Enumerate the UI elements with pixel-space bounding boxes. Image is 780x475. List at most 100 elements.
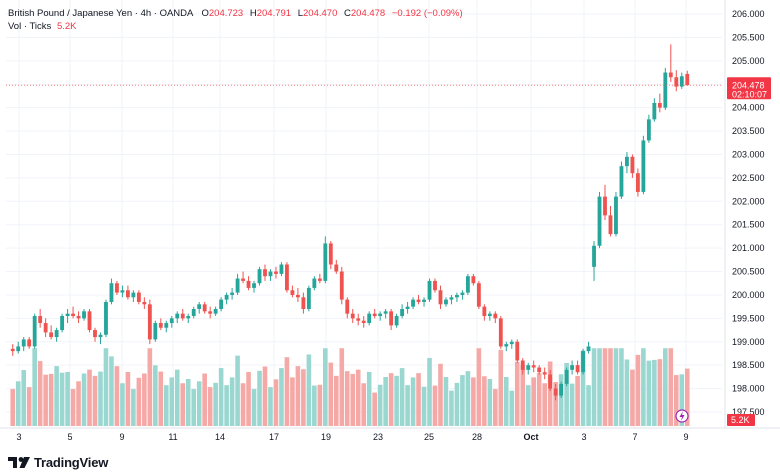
candle-body xyxy=(685,73,690,86)
time-axis-label: 5 xyxy=(67,432,72,442)
candle-body xyxy=(433,280,437,291)
candle-body xyxy=(641,140,646,192)
volume-bar xyxy=(471,377,476,426)
candle-body xyxy=(153,323,158,340)
volume-bar xyxy=(399,368,405,426)
volume-bar xyxy=(410,377,416,426)
volume-bar xyxy=(290,377,295,426)
volume-bar xyxy=(103,348,109,426)
candle-body xyxy=(614,196,618,235)
volume-bar xyxy=(580,350,586,426)
candle-body xyxy=(213,308,218,314)
candle-body xyxy=(246,280,251,288)
candle-body xyxy=(328,243,333,265)
volume-bar xyxy=(624,359,630,426)
volume-bar xyxy=(229,377,235,426)
tradingview-logo[interactable]: TradingView xyxy=(8,455,108,470)
time-axis-label: 14 xyxy=(215,432,225,442)
candle-body xyxy=(438,290,443,305)
volume-bar xyxy=(142,373,147,426)
time-axis-label: 23 xyxy=(373,432,383,442)
volume-bar xyxy=(163,385,169,426)
candle-body xyxy=(553,388,558,396)
legend-close-value: 204.478 xyxy=(350,8,386,19)
volume-bar xyxy=(377,384,383,426)
candle-body xyxy=(186,316,191,319)
volume-bar xyxy=(619,348,624,426)
price-axis-label: 198.500 xyxy=(732,360,765,370)
volume-bar xyxy=(350,373,356,426)
volume-bar xyxy=(240,383,246,426)
volume-badge xyxy=(727,414,755,426)
candle-body xyxy=(498,318,503,347)
tradingview-logo-icon xyxy=(8,457,30,468)
candle-body xyxy=(274,271,278,274)
candle-body xyxy=(460,292,465,295)
legend-low-value: 204.470 xyxy=(303,8,338,19)
candle-body xyxy=(82,311,86,319)
volume-bar xyxy=(482,376,487,426)
volume-bar xyxy=(43,374,48,426)
candle-body xyxy=(465,276,470,293)
candle-body xyxy=(674,77,679,87)
volume-bar xyxy=(301,369,306,426)
legend-ohlc-row: British Pound / Japanese Yen · 4h · OAND… xyxy=(8,7,463,20)
candle-body xyxy=(180,313,185,319)
price-axis-label: 205.000 xyxy=(732,56,765,66)
candle-body xyxy=(378,313,383,317)
candle-body xyxy=(27,339,32,347)
candle-body xyxy=(471,276,476,284)
price-axis-label: 202.500 xyxy=(732,173,765,183)
lightning-icon[interactable] xyxy=(675,409,689,423)
candle-body xyxy=(350,313,355,319)
volume-bar xyxy=(383,377,388,426)
volume-bar xyxy=(673,375,679,426)
candle-body xyxy=(142,301,147,305)
time-axis-label: 9 xyxy=(683,432,688,442)
volume-bar xyxy=(443,377,449,426)
volume-bar xyxy=(284,357,290,426)
volume-bar xyxy=(432,385,438,426)
candle-body xyxy=(476,283,481,307)
volume-bar xyxy=(257,370,262,426)
volume-bar xyxy=(657,359,663,426)
candle-body xyxy=(98,334,103,338)
candle-body xyxy=(295,294,300,298)
volume-bar xyxy=(153,365,158,426)
volume-bar xyxy=(48,373,54,426)
price-axis-label: 205.500 xyxy=(732,32,765,42)
candle-body xyxy=(71,313,75,317)
candle-body xyxy=(361,320,366,324)
candle-body xyxy=(202,304,207,312)
volume-bar xyxy=(37,361,43,426)
candle-body xyxy=(208,311,213,314)
candle-body xyxy=(400,308,405,317)
legend-high-label: H xyxy=(249,8,257,19)
legend-volume-label: Vol · Ticks xyxy=(8,21,52,32)
volume-bar xyxy=(169,377,175,426)
candle-body xyxy=(16,346,21,352)
candle-body xyxy=(125,290,130,298)
candle-body xyxy=(290,290,295,295)
candle-body xyxy=(586,346,591,352)
candle-body xyxy=(224,294,229,300)
volume-bar xyxy=(438,363,443,426)
candle-body xyxy=(32,316,37,347)
volume-bar xyxy=(641,348,646,426)
candle-body xyxy=(542,372,547,375)
volume-bar xyxy=(503,377,509,426)
candle-body xyxy=(526,365,531,370)
candle-body xyxy=(345,299,350,314)
candle-body xyxy=(394,316,399,326)
candle-body xyxy=(49,332,54,338)
candle-body xyxy=(60,316,65,331)
candle-body xyxy=(21,339,26,347)
volume-bar xyxy=(65,371,70,426)
lightning-icon-bolt xyxy=(679,411,685,421)
volume-bar xyxy=(586,385,591,426)
candle-body xyxy=(367,313,372,324)
candle-body xyxy=(603,196,607,216)
volume-bar xyxy=(531,377,537,426)
